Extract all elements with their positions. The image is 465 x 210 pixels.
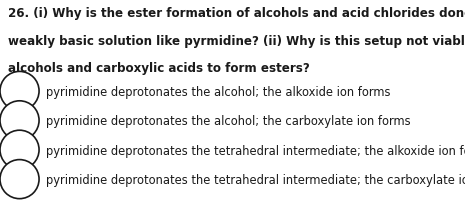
Ellipse shape — [0, 71, 39, 110]
Text: pyrimidine deprotonates the alcohol; the alkoxide ion forms: pyrimidine deprotonates the alcohol; the… — [46, 86, 390, 99]
Text: alcohols and carboxylic acids to form esters?: alcohols and carboxylic acids to form es… — [8, 62, 310, 75]
Text: 26. (i) Why is the ester formation of alcohols and acid chlorides done in a: 26. (i) Why is the ester formation of al… — [8, 7, 465, 20]
Text: pyrimidine deprotonates the alcohol; the carboxylate ion forms: pyrimidine deprotonates the alcohol; the… — [46, 116, 410, 129]
Text: weakly basic solution like pyrmidine? (ii) Why is this setup not viable for: weakly basic solution like pyrmidine? (i… — [8, 35, 465, 48]
Text: pyrimidine deprotonates the tetrahedral intermediate; the carboxylate ion forms: pyrimidine deprotonates the tetrahedral … — [46, 174, 465, 187]
Text: pyrimidine deprotonates the tetrahedral intermediate; the alkoxide ion forms: pyrimidine deprotonates the tetrahedral … — [46, 145, 465, 158]
Ellipse shape — [0, 160, 39, 199]
Ellipse shape — [0, 130, 39, 169]
Ellipse shape — [0, 101, 39, 140]
